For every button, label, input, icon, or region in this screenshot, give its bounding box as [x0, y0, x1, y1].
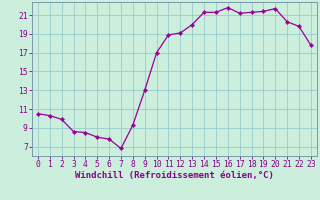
X-axis label: Windchill (Refroidissement éolien,°C): Windchill (Refroidissement éolien,°C)	[75, 171, 274, 180]
